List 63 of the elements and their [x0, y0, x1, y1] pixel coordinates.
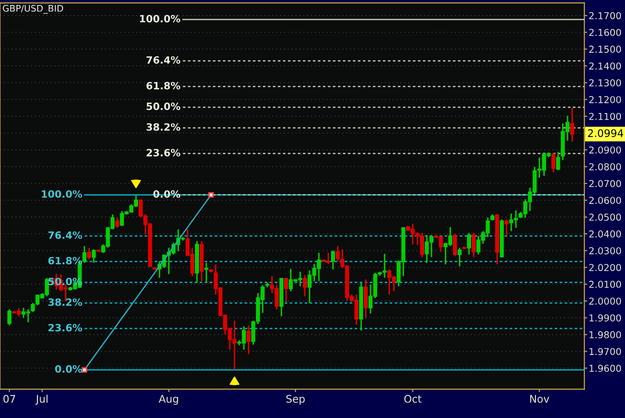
candlestick — [330, 250, 335, 270]
x-tick-label: Oct — [404, 394, 422, 403]
annotation: 76.4% — [48, 231, 82, 239]
candlestick — [7, 308, 12, 326]
candlestick — [115, 217, 120, 228]
y-tick-label: 2.0200 — [589, 264, 621, 272]
candlestick — [551, 152, 556, 174]
annotation: 38.2% — [146, 123, 180, 131]
annotation: 100.0% — [42, 190, 82, 198]
chart-title: GBP/USD_BID — [2, 4, 64, 14]
x-tick-label: Nov — [530, 395, 550, 403]
candlestick — [92, 248, 96, 264]
candlestick — [452, 233, 457, 257]
annotation: 76.4% — [146, 56, 180, 64]
annotation: 61.8% — [146, 82, 180, 90]
candlestick — [458, 247, 462, 267]
x-tick-label: Sep — [286, 394, 305, 405]
candlestick — [336, 245, 340, 262]
y-tick-label: 2.0700 — [589, 180, 621, 188]
annotation: 38.2% — [48, 298, 82, 306]
annotation: 2.0994 — [588, 129, 624, 138]
y-tick-label: 2.0800 — [589, 163, 621, 170]
candlestick — [246, 324, 251, 355]
candlestick — [504, 218, 509, 237]
y-tick-label: 2.1400 — [589, 62, 621, 70]
y-tick-label: 2.1700 — [589, 12, 621, 20]
annotation: 23.6% — [48, 324, 82, 332]
y-tick-label: 2.1200 — [589, 96, 621, 104]
y-tick-label: 2.1500 — [589, 46, 621, 53]
y-tick-label: 2.0100 — [589, 280, 621, 288]
candlestick — [302, 274, 307, 297]
y-tick-label: 2.1100 — [589, 112, 621, 120]
candlestick — [466, 232, 472, 256]
candlestick — [570, 107, 574, 142]
y-tick-label: 2.0000 — [589, 298, 621, 305]
annotation: 23.6% — [146, 148, 180, 156]
y-tick-label: 1.9600 — [590, 364, 621, 372]
candlestick — [308, 270, 312, 304]
y-tick-label: 2.1300 — [589, 79, 621, 86]
candlestick — [284, 277, 288, 303]
annotation: 50.0% — [146, 102, 180, 110]
y-tick-label: 2.1600 — [589, 28, 621, 36]
y-tick-label: 2.0400 — [589, 230, 621, 238]
annotation: 61.8% — [48, 256, 82, 264]
x-tick-label: Aug — [158, 395, 178, 405]
candlestick — [204, 262, 208, 284]
y-tick-label: 1.9800 — [590, 331, 621, 338]
y-tick-label: 2.0600 — [589, 196, 621, 204]
y-tick-label: 2.0300 — [589, 247, 621, 254]
annotation: 100.0% — [140, 14, 180, 22]
candlestick — [82, 245, 86, 264]
y-tick-label: 1.9900 — [590, 314, 621, 322]
x-tick-label: Jul — [35, 394, 48, 405]
y-tick-label: 2.0900 — [589, 146, 621, 154]
candlestick — [364, 278, 368, 319]
candlestick — [232, 320, 237, 371]
candlestick — [87, 247, 92, 260]
candlestick — [556, 151, 560, 171]
y-tick-label: 2.0500 — [589, 214, 621, 221]
candlestick — [472, 232, 476, 258]
candlestick — [429, 234, 434, 258]
y-tick-label: 1.9700 — [590, 348, 621, 356]
x-tick-label: 07 — [3, 394, 16, 403]
